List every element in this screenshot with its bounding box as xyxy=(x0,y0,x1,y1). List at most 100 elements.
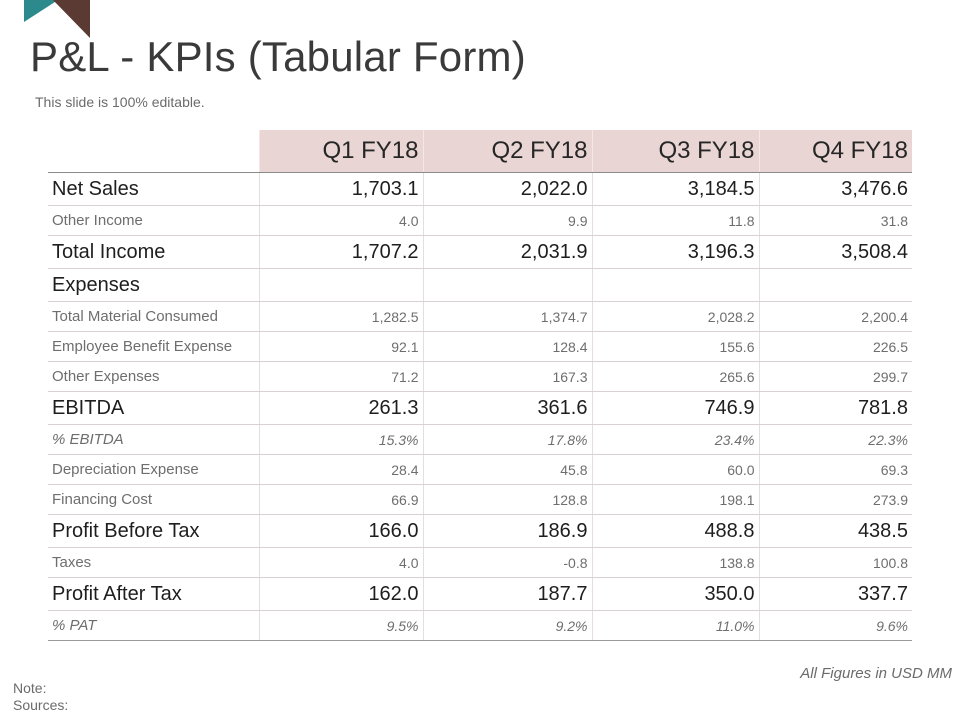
cell-q4: 9.6% xyxy=(758,610,912,641)
header-q1: Q1 FY18 xyxy=(258,130,423,173)
cell-q3: 350.0 xyxy=(591,577,759,611)
header-q3: Q3 FY18 xyxy=(591,130,759,173)
row-pct-pat: % PAT 9.5% 9.2% 11.0% 9.6% xyxy=(48,610,912,641)
corner-decoration xyxy=(24,0,90,38)
row-net-sales: Net Sales 1,703.1 2,022.0 3,184.5 3,476.… xyxy=(48,172,912,206)
cell-q1: 1,707.2 xyxy=(258,235,423,269)
cell-q1: 1,282.5 xyxy=(258,301,423,332)
cell-q2: 187.7 xyxy=(422,577,592,611)
row-depreciation-expense: Depreciation Expense 28.4 45.8 60.0 69.3 xyxy=(48,454,912,485)
cell-q1: 162.0 xyxy=(258,577,423,611)
cell-q4: 22.3% xyxy=(758,424,912,455)
cell-q1: 4.0 xyxy=(258,547,423,578)
cell-q3: 11.0% xyxy=(591,610,759,641)
row-label: Financing Cost xyxy=(48,484,259,515)
cell-q3: 488.8 xyxy=(591,514,759,548)
table-header-row: Q1 FY18 Q2 FY18 Q3 FY18 Q4 FY18 xyxy=(48,130,912,173)
row-other-expenses: Other Expenses 71.2 167.3 265.6 299.7 xyxy=(48,361,912,392)
cell-q1: 71.2 xyxy=(258,361,423,392)
note-label: Note: xyxy=(13,680,47,696)
header-blank-cell xyxy=(48,130,259,173)
row-label: Net Sales xyxy=(48,172,259,206)
notes-block: Note: Sources: xyxy=(13,680,68,714)
row-label: Expenses xyxy=(48,268,259,302)
cell-q2: 186.9 xyxy=(422,514,592,548)
cell-q3: 11.8 xyxy=(591,205,759,236)
header-q2: Q2 FY18 xyxy=(422,130,592,173)
row-ebitda: EBITDA 261.3 361.6 746.9 781.8 xyxy=(48,391,912,425)
row-label: EBITDA xyxy=(48,391,259,425)
header-q4: Q4 FY18 xyxy=(758,130,912,173)
row-label: % PAT xyxy=(48,610,259,641)
page-subtitle: This slide is 100% editable. xyxy=(35,94,205,110)
cell-q1: 166.0 xyxy=(258,514,423,548)
cell-q3 xyxy=(591,268,759,302)
brown-corner-shape xyxy=(53,0,90,38)
row-taxes: Taxes 4.0 -0.8 138.8 100.8 xyxy=(48,547,912,578)
row-label: Depreciation Expense xyxy=(48,454,259,485)
row-label: Profit Before Tax xyxy=(48,514,259,548)
cell-q3: 746.9 xyxy=(591,391,759,425)
row-expenses: Expenses xyxy=(48,268,912,302)
cell-q2: -0.8 xyxy=(422,547,592,578)
row-profit-after-tax: Profit After Tax 162.0 187.7 350.0 337.7 xyxy=(48,577,912,611)
cell-q2 xyxy=(422,268,592,302)
cell-q4: 299.7 xyxy=(758,361,912,392)
cell-q3: 155.6 xyxy=(591,331,759,362)
cell-q1: 66.9 xyxy=(258,484,423,515)
cell-q2: 17.8% xyxy=(422,424,592,455)
cell-q4: 438.5 xyxy=(758,514,912,548)
teal-corner-shape xyxy=(24,0,58,22)
cell-q4: 273.9 xyxy=(758,484,912,515)
cell-q4: 226.5 xyxy=(758,331,912,362)
row-total-income: Total Income 1,707.2 2,031.9 3,196.3 3,5… xyxy=(48,235,912,269)
cell-q2: 128.4 xyxy=(422,331,592,362)
cell-q2: 9.2% xyxy=(422,610,592,641)
row-label: % EBITDA xyxy=(48,424,259,455)
row-pct-ebitda: % EBITDA 15.3% 17.8% 23.4% 22.3% xyxy=(48,424,912,455)
cell-q4: 3,508.4 xyxy=(758,235,912,269)
cell-q1: 92.1 xyxy=(258,331,423,362)
row-profit-before-tax: Profit Before Tax 166.0 186.9 488.8 438.… xyxy=(48,514,912,548)
cell-q4: 100.8 xyxy=(758,547,912,578)
row-label: Other Income xyxy=(48,205,259,236)
cell-q4: 781.8 xyxy=(758,391,912,425)
cell-q2: 2,022.0 xyxy=(422,172,592,206)
row-financing-cost: Financing Cost 66.9 128.8 198.1 273.9 xyxy=(48,484,912,515)
cell-q2: 128.8 xyxy=(422,484,592,515)
cell-q3: 3,184.5 xyxy=(591,172,759,206)
cell-q2: 9.9 xyxy=(422,205,592,236)
cell-q3: 198.1 xyxy=(591,484,759,515)
row-other-income: Other Income 4.0 9.9 11.8 31.8 xyxy=(48,205,912,236)
cell-q4 xyxy=(758,268,912,302)
cell-q3: 60.0 xyxy=(591,454,759,485)
cell-q4: 31.8 xyxy=(758,205,912,236)
row-label: Employee Benefit Expense xyxy=(48,331,259,362)
units-footnote: All Figures in USD MM xyxy=(800,665,952,682)
cell-q1: 4.0 xyxy=(258,205,423,236)
cell-q2: 1,374.7 xyxy=(422,301,592,332)
cell-q2: 45.8 xyxy=(422,454,592,485)
pl-kpi-table: Q1 FY18 Q2 FY18 Q3 FY18 Q4 FY18 Net Sale… xyxy=(48,130,912,641)
row-label: Total Material Consumed xyxy=(48,301,259,332)
sources-label: Sources: xyxy=(13,697,69,713)
cell-q3: 138.8 xyxy=(591,547,759,578)
cell-q4: 337.7 xyxy=(758,577,912,611)
cell-q3: 23.4% xyxy=(591,424,759,455)
row-label: Taxes xyxy=(48,547,259,578)
row-label: Total Income xyxy=(48,235,259,269)
row-label: Profit After Tax xyxy=(48,577,259,611)
cell-q2: 167.3 xyxy=(422,361,592,392)
cell-q1 xyxy=(258,268,423,302)
cell-q4: 69.3 xyxy=(758,454,912,485)
row-total-material-consumed: Total Material Consumed 1,282.5 1,374.7 … xyxy=(48,301,912,332)
cell-q3: 265.6 xyxy=(591,361,759,392)
page-title: P&L - KPIs (Tabular Form) xyxy=(30,33,526,80)
cell-q3: 3,196.3 xyxy=(591,235,759,269)
cell-q1: 28.4 xyxy=(258,454,423,485)
cell-q4: 2,200.4 xyxy=(758,301,912,332)
cell-q4: 3,476.6 xyxy=(758,172,912,206)
row-label: Other Expenses xyxy=(48,361,259,392)
cell-q2: 361.6 xyxy=(422,391,592,425)
cell-q2: 2,031.9 xyxy=(422,235,592,269)
